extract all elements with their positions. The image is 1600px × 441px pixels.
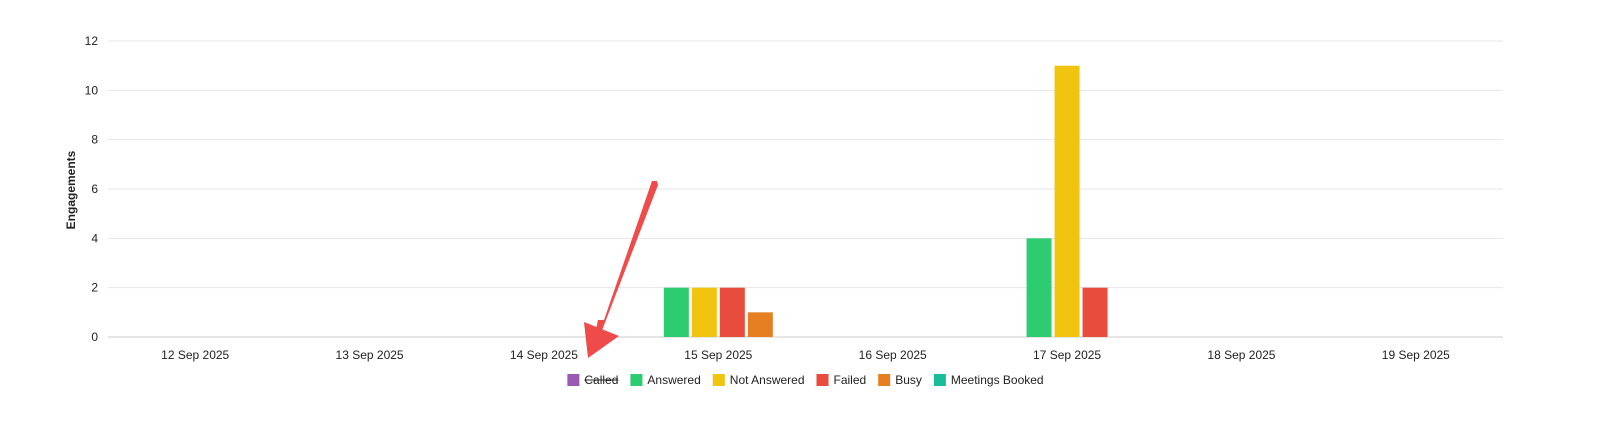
x-tick-label: 14 Sep 2025 bbox=[510, 348, 578, 362]
bar-failed[interactable] bbox=[1082, 287, 1108, 337]
legend-item-failed[interactable]: Failed bbox=[816, 373, 867, 387]
legend-item-meetings-booked[interactable]: Meetings Booked bbox=[933, 373, 1044, 387]
x-tick-label: 15 Sep 2025 bbox=[684, 348, 752, 362]
grid-lines bbox=[108, 40, 1503, 338]
y-tick-label: 0 bbox=[91, 330, 98, 344]
x-tick-label: 18 Sep 2025 bbox=[1207, 348, 1275, 362]
arrow-shaft bbox=[590, 181, 658, 356]
y-tick-label: 2 bbox=[91, 281, 98, 295]
legend-swatch bbox=[933, 374, 946, 386]
legend: Called Answered Not Answered Failed Busy Meet… bbox=[567, 373, 1044, 387]
x-axis-ticks: 12 Sep 2025 13 Sep 2025 14 Sep 2025 15 Sep … bbox=[161, 348, 1450, 362]
y-axis-title: Engagements bbox=[64, 150, 78, 229]
x-tick-label: 13 Sep 2025 bbox=[336, 348, 404, 362]
arrow-head bbox=[584, 322, 619, 358]
legend-label: Failed bbox=[834, 373, 867, 387]
legend-swatch bbox=[712, 374, 725, 386]
legend-swatch bbox=[816, 374, 829, 386]
bar-answered[interactable] bbox=[663, 287, 689, 337]
legend-item-called[interactable]: Called bbox=[567, 373, 619, 387]
bar-failed[interactable] bbox=[719, 287, 745, 337]
legend-label: Answered bbox=[647, 373, 700, 387]
bar-answered[interactable] bbox=[1026, 238, 1052, 337]
x-tick-label: 16 Sep 2025 bbox=[859, 348, 927, 362]
y-tick-label: 10 bbox=[85, 83, 99, 97]
y-tick-label: 6 bbox=[91, 182, 98, 196]
legend-swatch bbox=[878, 374, 891, 386]
bar-busy[interactable] bbox=[747, 312, 773, 337]
legend-swatch bbox=[630, 374, 643, 386]
bars bbox=[663, 65, 1108, 338]
x-tick-label: 17 Sep 2025 bbox=[1033, 348, 1101, 362]
annotation-arrow bbox=[584, 181, 658, 358]
bar-not-answered[interactable] bbox=[1054, 65, 1080, 338]
y-tick-label: 4 bbox=[91, 231, 98, 245]
legend-item-answered[interactable]: Answered bbox=[630, 373, 701, 387]
legend-label: Meetings Booked bbox=[951, 373, 1044, 387]
legend-item-busy[interactable]: Busy bbox=[878, 373, 922, 387]
y-axis-ticks: 0 2 4 6 8 10 12 bbox=[85, 34, 99, 344]
x-tick-label: 19 Sep 2025 bbox=[1382, 348, 1450, 362]
legend-label: Busy bbox=[895, 373, 922, 387]
x-tick-label: 12 Sep 2025 bbox=[161, 348, 229, 362]
legend-item-not-answered[interactable]: Not Answered bbox=[712, 373, 805, 387]
legend-swatch bbox=[567, 374, 580, 386]
bar-not-answered[interactable] bbox=[691, 287, 717, 337]
y-tick-label: 12 bbox=[85, 34, 99, 48]
y-tick-label: 8 bbox=[91, 133, 98, 147]
legend-label: Not Answered bbox=[730, 373, 805, 387]
